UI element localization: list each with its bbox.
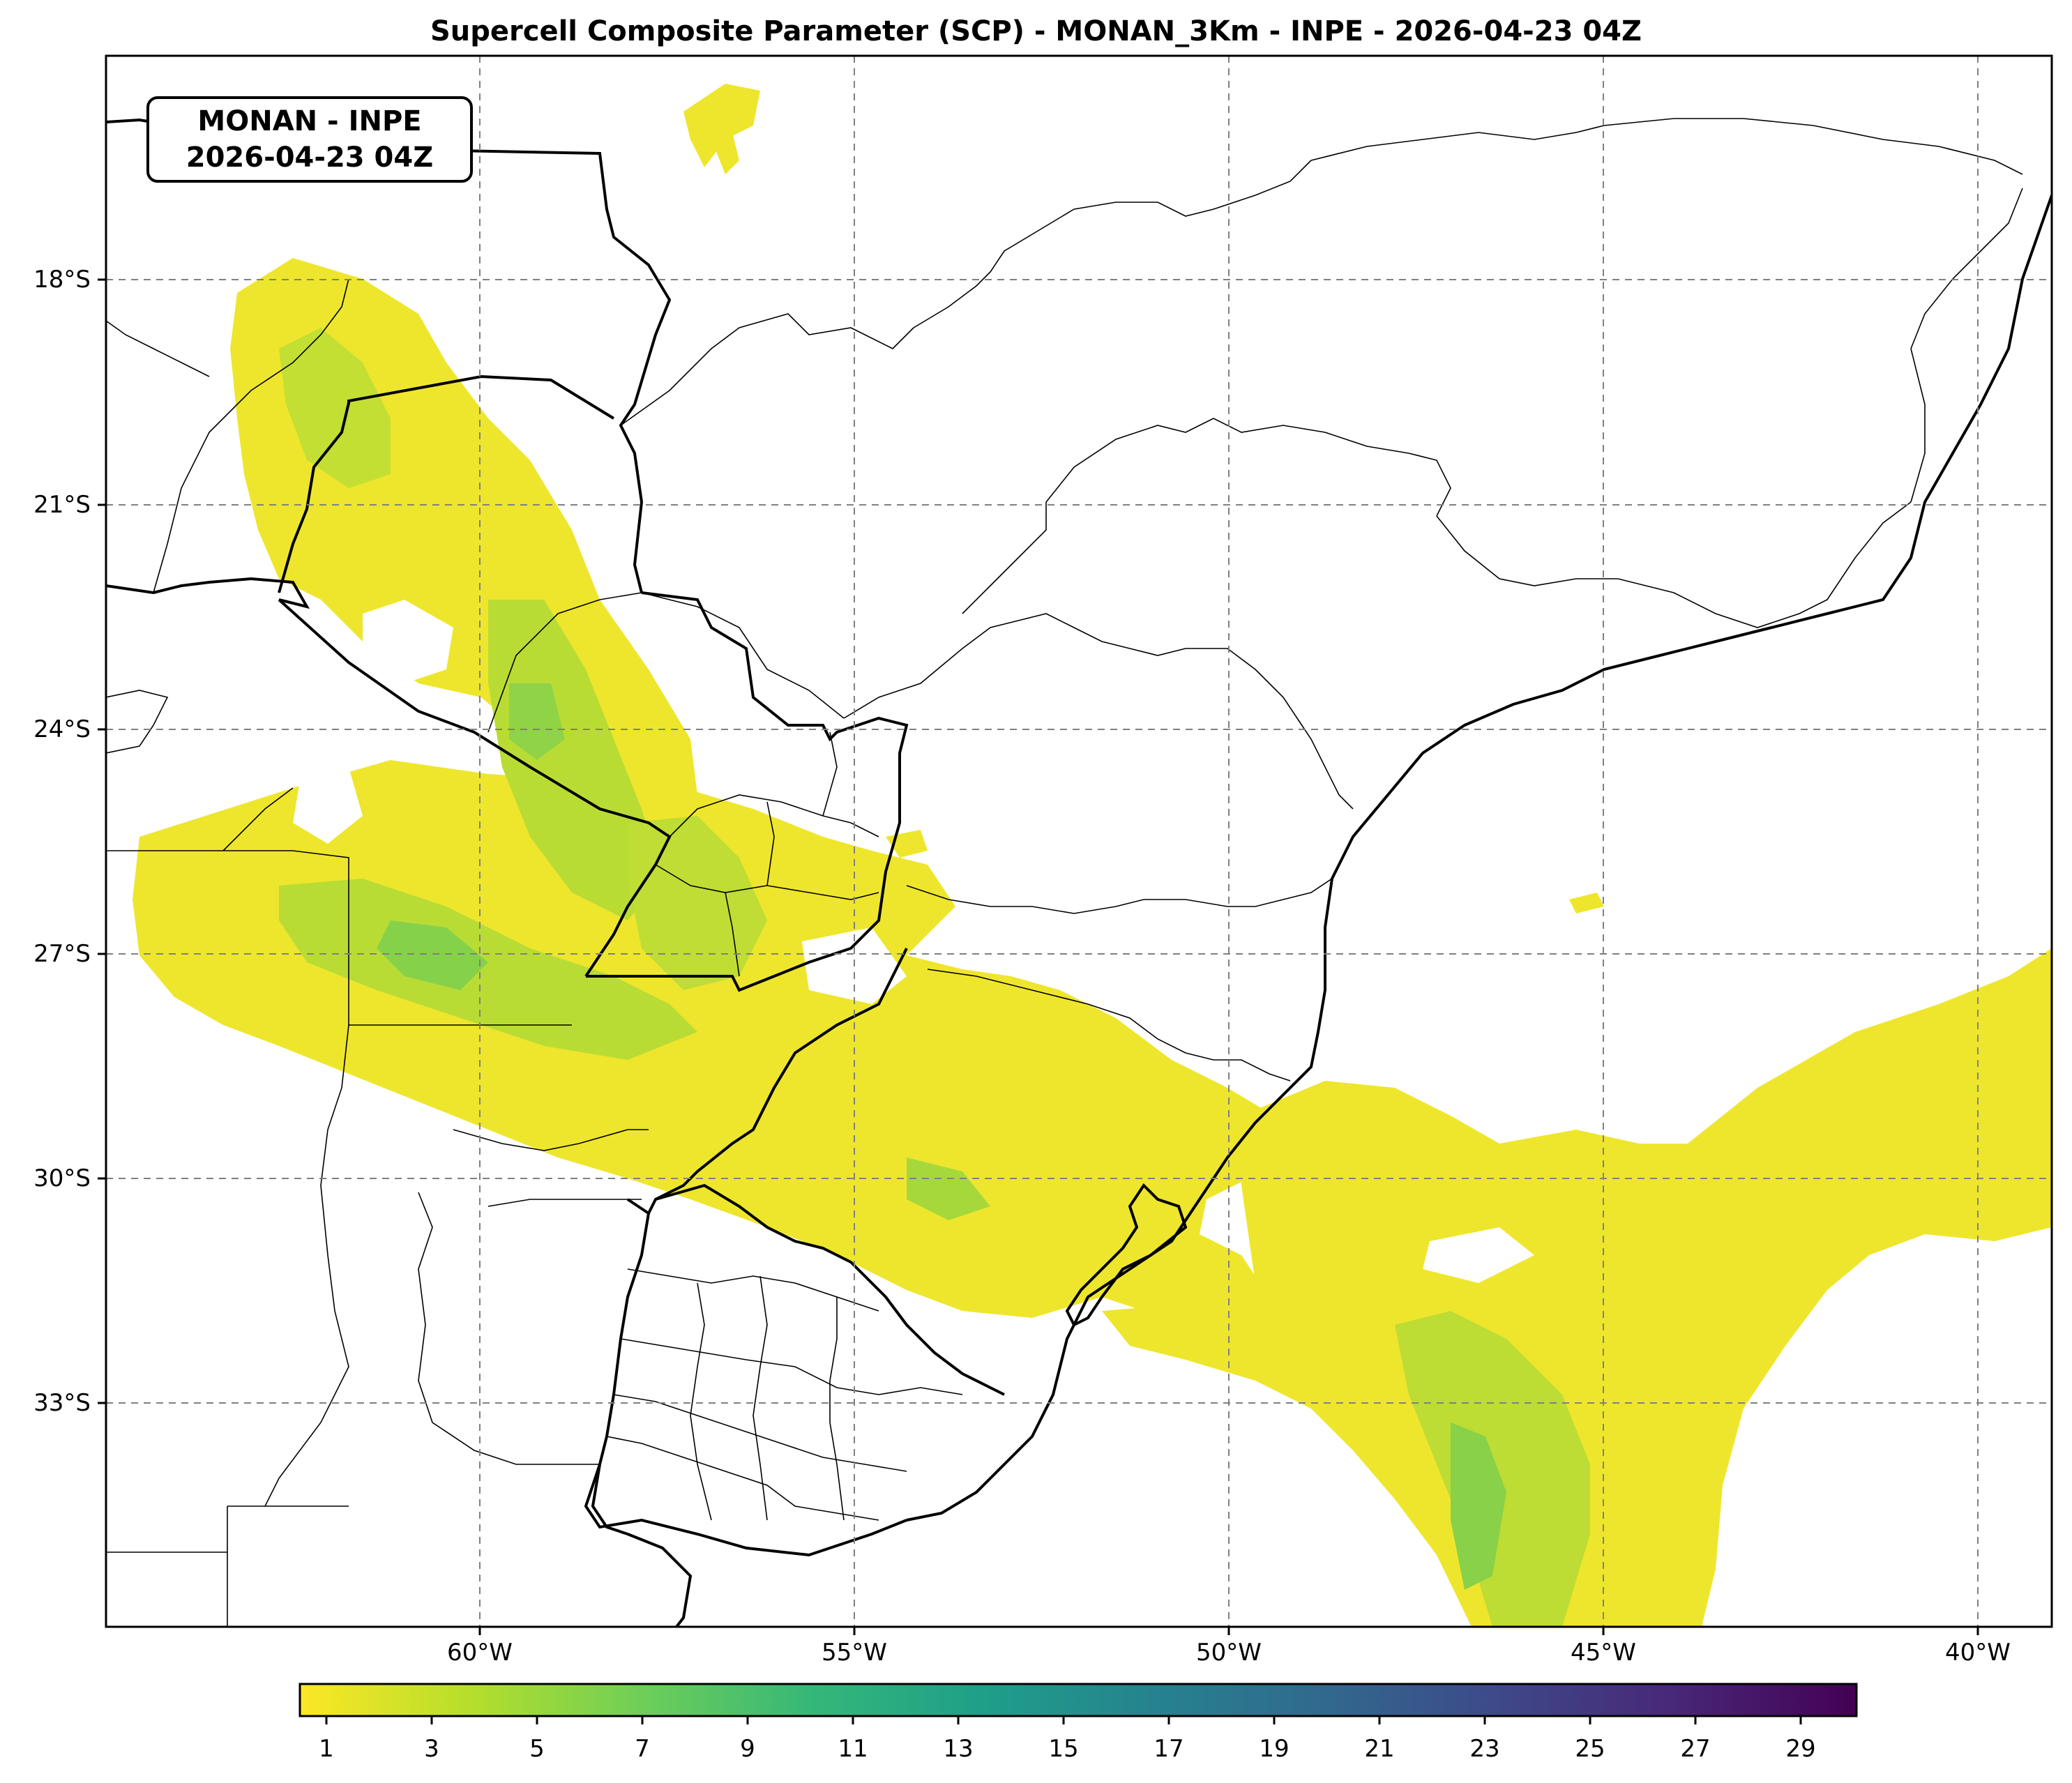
scp-moderate-argentina	[279, 879, 697, 1060]
border-mg-sp	[1045, 418, 1451, 517]
colorbar-label: 23	[1469, 1735, 1500, 1763]
border-sc-rs	[927, 969, 1291, 1082]
border-uruguay-argentina	[591, 1213, 650, 1535]
colorbar-label: 29	[1785, 1735, 1816, 1763]
gridlines	[106, 56, 2052, 1627]
border-pr-sc	[906, 878, 1333, 914]
border-bolivia-depts-2	[106, 320, 210, 377]
country-borders	[106, 118, 2052, 1627]
lat-label-18s: 18°S	[33, 266, 91, 294]
scp-field	[133, 84, 2052, 1627]
border-bolivia-depts-3	[106, 690, 169, 754]
border-sp-mg	[962, 502, 1047, 614]
border-rio-de-la-plata	[584, 1464, 907, 1557]
lat-label-33s: 33°S	[33, 1389, 91, 1417]
border-uruguay-depts-6	[753, 1275, 768, 1521]
colorbar-label: 11	[838, 1735, 868, 1763]
scp-gap-2	[293, 767, 363, 844]
border-mg-es	[1910, 188, 2023, 503]
border-paraguay-depts-2	[669, 794, 879, 837]
border-ms-mt	[620, 313, 914, 426]
colorbar-label: 17	[1154, 1735, 1184, 1763]
border-paraguay-argentina	[278, 598, 672, 978]
scp-speck-ne	[1569, 893, 1604, 913]
border-uruguay-depts-3	[613, 1394, 907, 1472]
colorbar-label: 13	[943, 1735, 974, 1763]
map-title: Supercell Composite Parameter (SCP) - MO…	[430, 15, 1642, 47]
border-paraguay-depts-1	[487, 592, 642, 733]
border-argentina-provinces-4	[264, 1024, 349, 1507]
border-uruguay-depts-4	[606, 1436, 879, 1521]
scp-gap-1	[363, 600, 453, 683]
coastline-brazil	[906, 195, 2052, 1522]
border-brazil-uruguay	[655, 1183, 1005, 1396]
border-argentina-provinces-8	[418, 1192, 600, 1465]
border-argentina-provinces-10	[487, 1199, 642, 1207]
colorbar-label: 9	[740, 1735, 755, 1763]
axis-ticks	[98, 278, 1979, 1635]
border-argentina-brazil-uruguay	[626, 948, 908, 1215]
lon-label-60w: 60°W	[447, 1639, 513, 1667]
border-mg-ba	[1310, 118, 2023, 175]
border-uruguay-depts-2	[620, 1338, 963, 1395]
border-ms-go	[913, 271, 991, 328]
lagoa-dos-patos	[1065, 1183, 1188, 1327]
colorbar-label: 25	[1575, 1735, 1605, 1763]
border-paraguay-depts-4	[725, 892, 740, 977]
lat-label-27s: 27°S	[33, 940, 91, 968]
coastline-argentina	[627, 1533, 693, 1627]
lon-label-50w: 50°W	[1196, 1639, 1262, 1667]
scp-high-core-3	[1451, 1422, 1506, 1590]
scp-moderate-northwest	[279, 328, 391, 488]
border-bolivia-depts-1	[153, 278, 349, 593]
colorbar-label: 3	[424, 1735, 439, 1763]
border-go-mg	[990, 160, 1312, 273]
border-paraguay-north	[347, 374, 615, 420]
border-uruguay-depts-5	[690, 1282, 712, 1521]
border-uruguay-depts-1	[627, 1268, 879, 1312]
border-paraguay-bolivia	[278, 402, 350, 593]
scp-moderate-misiones	[628, 816, 767, 990]
colorbar-label: 15	[1048, 1735, 1079, 1763]
border-argentina-provinces-3	[222, 787, 294, 851]
scp-high-core-1	[377, 920, 488, 990]
border-bolivia-argentina	[106, 577, 310, 609]
colorbar-label: 27	[1680, 1735, 1711, 1763]
info-box-line2: 2026-04-23 04Z	[186, 142, 434, 174]
lon-label-40w: 40°W	[1945, 1639, 2011, 1667]
border-paraguay-brazil-east	[586, 591, 909, 992]
scp-high-core-4	[907, 1158, 990, 1220]
scp-high-core-2	[509, 683, 565, 760]
info-box: MONAN - INPE 2026-04-23 04Z	[146, 96, 473, 183]
scp-speck-north	[683, 84, 760, 167]
colorbar-label: 5	[529, 1735, 545, 1763]
colorbar-label: 7	[635, 1735, 650, 1763]
lat-label-21s: 21°S	[33, 491, 91, 519]
border-argentina-provinces-1	[106, 850, 349, 1025]
colorbar-label: 21	[1364, 1735, 1395, 1763]
state-borders	[106, 118, 2023, 1627]
lon-label-45w: 45°W	[1571, 1639, 1636, 1667]
scp-region-southeast	[1102, 948, 2052, 1627]
info-box-line1: MONAN - INPE	[197, 105, 422, 137]
colorbar-gradient	[298, 1683, 1858, 1717]
colorbar-label: 19	[1259, 1735, 1290, 1763]
scp-gap-4	[1423, 1227, 1534, 1283]
lat-label-24s: 24°S	[33, 715, 91, 743]
border-paraguay-depts-5	[766, 801, 775, 886]
border-paraguay-depts-6	[822, 731, 838, 817]
border-uruguay-depts-7	[829, 1297, 845, 1521]
border-sp-pr	[843, 613, 1354, 810]
scp-moderate-paraguay	[488, 600, 663, 920]
scp-speck-north-2	[711, 132, 739, 174]
colorbar-ticks	[325, 1716, 1802, 1724]
border-mg-rj	[1436, 501, 1912, 628]
border-argentina-provinces-9	[453, 1129, 649, 1151]
colorbar-label: 1	[319, 1735, 334, 1763]
border-ms-sp	[641, 592, 845, 719]
lat-label-30s: 30°S	[33, 1164, 91, 1192]
map-frame	[105, 54, 2053, 1628]
lon-label-55w: 55°W	[822, 1639, 887, 1667]
